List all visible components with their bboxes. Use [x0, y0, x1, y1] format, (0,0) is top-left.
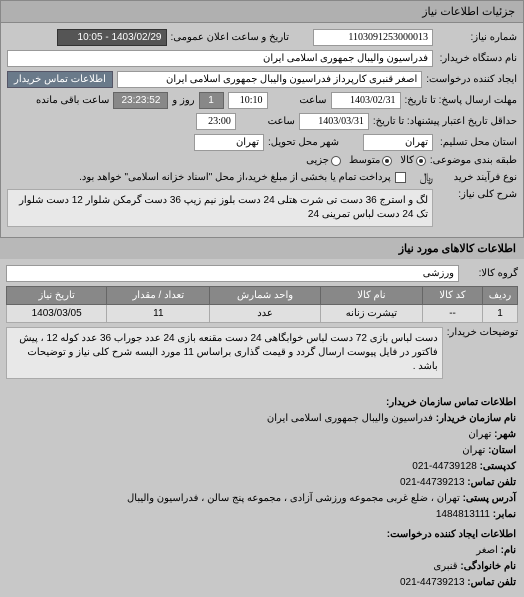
datetime-value: 1403/02/29 - 10:05 [57, 29, 167, 46]
radio-medium[interactable]: متوسط [349, 155, 392, 166]
row-desc: شرح کلی نیاز: لگ و استرج 36 دست تی شرت ه… [7, 189, 517, 227]
td-date: 1403/03/05 [7, 305, 107, 323]
table-body: 1 -- تیشرت زنانه عدد 11 1403/03/05 [7, 305, 518, 323]
row-requester: ایجاد کننده درخواست: اصغر قنبری کارپرداز… [7, 71, 517, 88]
notes-label: توضیحات خریدار: [447, 327, 518, 338]
td-code: -- [423, 305, 483, 323]
notes-text: دست لباس بازی 72 دست لباس خوابگاهی 24 دس… [6, 327, 443, 379]
remain-suffix: روز و [172, 95, 194, 106]
creator-family: نام خانوادگی: قنبری [8, 559, 516, 575]
deadline-send-label: مهلت ارسال پاسخ: تا تاریخ: [405, 95, 517, 106]
td-name: تیشرت زنانه [320, 305, 422, 323]
province-label: استان محل تسلیم: [437, 137, 517, 148]
time-label-1: ساعت [272, 95, 327, 106]
row-location: استان محل تسلیم: تهران شهر محل تحویل: ته… [7, 134, 517, 151]
row-notes: توضیحات خریدار: دست لباس بازی 72 دست لبا… [6, 327, 518, 379]
radio-goods[interactable]: کالا [400, 155, 426, 166]
remain-suffix2: ساعت باقی مانده [36, 95, 109, 106]
validity-time: 23:00 [196, 113, 236, 130]
contact-fax: نمابر: 1484813111 [8, 507, 516, 523]
td-row: 1 [483, 305, 518, 323]
th-row: ردیف [483, 287, 518, 305]
th-name: نام کالا [320, 287, 422, 305]
city-label: شهر محل تحویل: [268, 137, 339, 148]
treasury-checkbox-row: پرداخت تمام یا بخشی از مبلغ خرید،از محل … [79, 172, 406, 183]
contact-buyer-button[interactable]: اطلاعات تماس خریدار [7, 71, 113, 88]
creator-title: اطلاعات ایجاد کننده درخواست: [8, 527, 516, 543]
th-date: تاریخ نیاز [7, 287, 107, 305]
validity-label: حداقل تاریخ اعتبار پیشنهاد: تا تاریخ: [373, 116, 517, 127]
requester-value: اصغر قنبری کارپرداز فدراسیون والیبال جمه… [117, 71, 422, 88]
datetime-label: تاریخ و ساعت اعلان عمومی: [171, 32, 290, 43]
time-label-2: ساعت [240, 116, 295, 127]
contact-title: اطلاعات تماس سازمان خریدار: [8, 395, 516, 411]
row-number: شماره نیاز: 1103091253000013 تاریخ و ساع… [7, 29, 517, 46]
row-group: گروه کالا: ورزشی [6, 265, 518, 282]
days-remain: 1 [199, 92, 224, 109]
radio-icon [416, 156, 426, 166]
city-value: تهران [194, 134, 264, 151]
deadline-send-time: 10:10 [228, 92, 268, 109]
main-panel: جزئیات اطلاعات نیاز شماره نیاز: 11030912… [0, 0, 524, 238]
goods-table: ردیف کد کالا نام کالا واحد شمارش تعداد /… [6, 286, 518, 323]
contact-section: اطلاعات تماس سازمان خریدار: نام سازمان خ… [0, 389, 524, 597]
row-deadline-send: مهلت ارسال پاسخ: تا تاریخ: 1403/02/31 سا… [7, 92, 517, 109]
category-radios: کالا متوسط جزیی [306, 155, 426, 166]
row-buyer: نام دستگاه خریدار: فدراسیون والیبال جمهو… [7, 50, 517, 67]
panel-title: جزئیات اطلاعات نیاز [422, 6, 515, 18]
panel-body: شماره نیاز: 1103091253000013 تاریخ و ساع… [1, 23, 523, 237]
radio-icon [382, 156, 392, 166]
th-code: کد کالا [423, 287, 483, 305]
table-head: ردیف کد کالا نام کالا واحد شمارش تعداد /… [7, 287, 518, 305]
group-label: گروه کالا: [463, 268, 518, 279]
contact-city: شهر: تهران [8, 427, 516, 443]
creator-name: نام: اصغر [8, 543, 516, 559]
contact-org: نام سازمان خریدار: فدراسیون والیبال جمهو… [8, 411, 516, 427]
contact-tel: تلفن تماس: 44739213-021 [8, 475, 516, 491]
province-value: تهران [363, 134, 433, 151]
deadline-send-date: 1403/02/31 [331, 92, 401, 109]
contact-postal: کدپستی: 44739128-021 [8, 459, 516, 475]
treasury-checkbox[interactable] [395, 172, 406, 183]
group-value: ورزشی [6, 265, 459, 282]
th-unit: واحد شمارش [210, 287, 320, 305]
checkbox-text: پرداخت تمام یا بخشی از مبلغ خرید،از محل … [79, 172, 391, 183]
buyer-label: نام دستگاه خریدار: [437, 53, 517, 64]
th-qty: تعداد / مقدار [107, 287, 210, 305]
td-unit: عدد [210, 305, 320, 323]
contact-province: استان: تهران [8, 443, 516, 459]
requester-label: ایجاد کننده درخواست: [426, 74, 517, 85]
radio-icon [331, 156, 341, 166]
category-label: طبقه بندی موضوعی: [430, 155, 517, 166]
creator-tel: تلفن تماس: 44739213-021 [8, 575, 516, 591]
goods-body: گروه کالا: ورزشی ردیف کد کالا نام کالا و… [0, 259, 524, 389]
currency-icon: ﷼ [420, 170, 433, 185]
number-value: 1103091253000013 [313, 29, 433, 46]
validity-date: 1403/03/31 [299, 113, 369, 130]
currency-label: نوع فرآیند خرید [437, 172, 517, 183]
desc-label: شرح کلی نیاز: [437, 189, 517, 200]
contact-addr: آدرس پستی: تهران ، ضلع غربی مجموعه ورزشی… [8, 491, 516, 507]
goods-section-title: اطلاعات کالاهای مورد نیاز [0, 238, 524, 259]
row-currency: نوع فرآیند خرید ﷼ پرداخت تمام یا بخشی از… [7, 170, 517, 185]
panel-header: جزئیات اطلاعات نیاز [1, 1, 523, 23]
desc-text: لگ و استرج 36 دست تی شرت هتلی 24 دست بلو… [7, 189, 433, 227]
radio-partial[interactable]: جزیی [306, 155, 341, 166]
row-category: طبقه بندی موضوعی: کالا متوسط جزیی [7, 155, 517, 166]
buyer-value: فدراسیون والیبال جمهوری اسلامی ایران [7, 50, 433, 67]
table-row[interactable]: 1 -- تیشرت زنانه عدد 11 1403/03/05 [7, 305, 518, 323]
row-validity: حداقل تاریخ اعتبار پیشنهاد: تا تاریخ: 14… [7, 113, 517, 130]
td-qty: 11 [107, 305, 210, 323]
number-label: شماره نیاز: [437, 32, 517, 43]
time-remain: 23:23:52 [113, 92, 168, 109]
